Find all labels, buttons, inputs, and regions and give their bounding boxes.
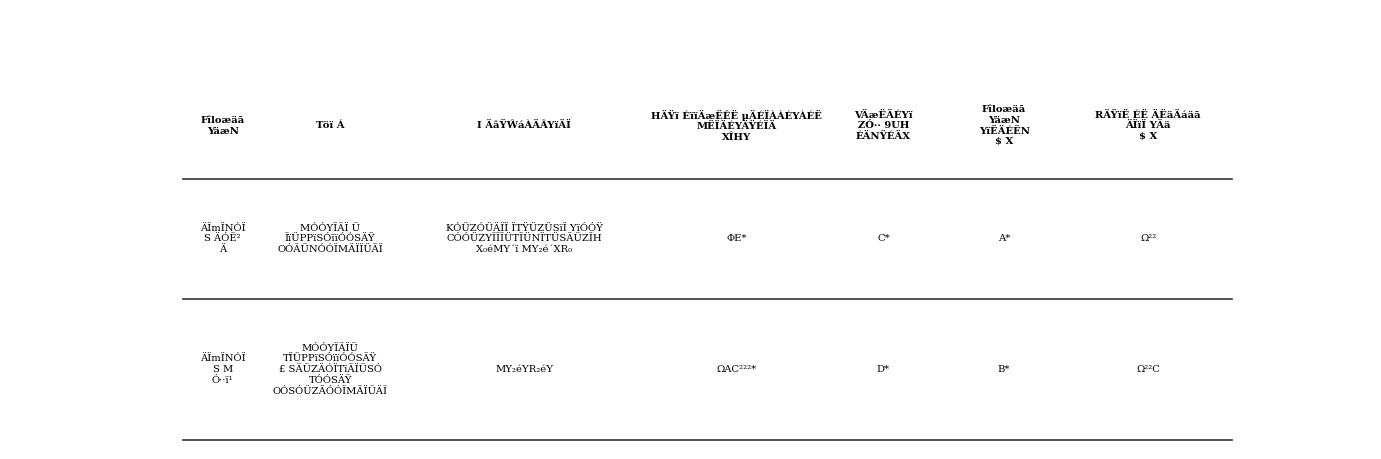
Text: C*: C* [877,235,889,243]
Text: ΩAC²²²*: ΩAC²²²* [717,365,757,374]
Text: Fîloæäā
YäæN: Fîloæäā YäæN [200,116,244,136]
Text: D*: D* [877,365,889,374]
Text: MY₂éYR₂éY: MY₂éYR₂éY [496,365,554,374]
Text: Ω²²C: Ω²²C [1137,365,1160,374]
Text: Töï Á: Töï Á [316,121,344,130]
Text: ΦE*: ΦE* [726,235,747,243]
Text: KÓÜZÓÜÄÏÏ ÏTŸÜZÜSïÏ YïÓÓŸ
CÓÓÜZYÏÏÏÜTÏÜNÏTÜSÄÜZÏH
X₀éMY´ï MY₂é´XR₀: KÓÜZÓÜÄÏÏ ÏTŸÜZÜSïÏ YïÓÓŸ CÓÓÜZYÏÏÏÜTÏÜN… [446,224,602,254]
Text: HÄŸï ÉïïÄæËÊË μÄÉÏÀÀÉYÀÉË
MËÏÄÉYÄŸÉÏÄ
XÎHY: HÄŸï ÉïïÄæËÊË μÄÉÏÀÀÉYÀÉË MËÏÄÉYÄŸÉÏÄ XÎ… [652,109,822,142]
Text: ÄÏmÏNÓÏ
S M
Ó··ï¹: ÄÏmÏNÓÏ S M Ó··ï¹ [200,354,246,385]
Text: I ÄâŸŴáÀÄÂYïÄÏ: I ÄâŸŴáÀÄÂYïÄÏ [478,121,572,130]
Text: Ω²²: Ω²² [1141,235,1156,243]
Text: B*: B* [998,365,1011,374]
Text: RÄŸïË ÉË ÄËäÄáäā
ÄÏïÏ YÄä
$ X: RÄŸïË ÉË ÄËäÄáäā ÄÏïÏ YÄä $ X [1095,111,1201,141]
Text: Fîloæäā
YäæN
YïËÄÉËN
$ X: Fîloæäā YäæN YïËÄÉËN $ X [979,105,1030,146]
Text: MÓÓYÏÄÏÜ
TÏÜPPïSÓïïÓÓSÄŸ
£ SÄÜZÄÓÏTïÄÏÜSÓ
TÓÓSÄŸ
OÓSÓÜZÄÓÓÏMÄÏÜÄÏ: MÓÓYÏÄÏÜ TÏÜPPïSÓïïÓÓSÄŸ £ SÄÜZÄÓÏTïÄÏÜS… [272,344,388,396]
Text: MÓÓYÏÄÏ Ü
ÏïÜPPïSÓïïÓÓSÄŸ
OÓÄÜNÓÓÏMÄÏÏÜÄÏ: MÓÓYÏÄÏ Ü ÏïÜPPïSÓïïÓÓSÄŸ OÓÄÜNÓÓÏMÄÏÏÜÄ… [278,224,383,254]
Text: ÄÏmÏNÓÏ
S ÄÓË²
Ä: ÄÏmÏNÓÏ S ÄÓË² Ä [200,224,246,254]
Text: VÄæËÄÉYï
ZÓ·· 9UH
ÉÄNŸÉÄX: VÄæËÄÉYï ZÓ·· 9UH ÉÄNŸÉÄX [853,111,913,141]
Text: A*: A* [998,235,1011,243]
